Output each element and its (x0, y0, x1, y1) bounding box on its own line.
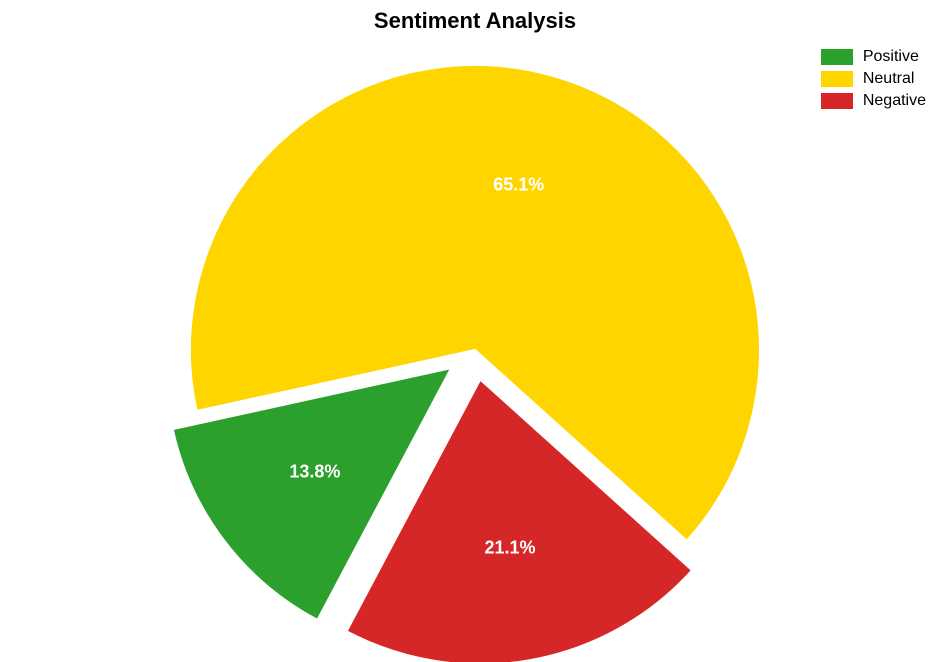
slice-label-positive: 13.8% (289, 461, 340, 482)
legend: Positive Neutral Negative (821, 48, 926, 114)
legend-swatch-neutral (821, 71, 853, 87)
legend-item-positive: Positive (821, 48, 926, 66)
legend-swatch-negative (821, 93, 853, 109)
legend-label: Neutral (863, 70, 915, 88)
legend-label: Positive (863, 48, 919, 66)
slice-label-neutral: 65.1% (493, 174, 544, 195)
slice-label-negative: 21.1% (484, 537, 535, 558)
legend-item-negative: Negative (821, 92, 926, 110)
legend-swatch-positive (821, 49, 853, 65)
pie-chart (0, 0, 950, 662)
legend-item-neutral: Neutral (821, 70, 926, 88)
legend-label: Negative (863, 92, 926, 110)
